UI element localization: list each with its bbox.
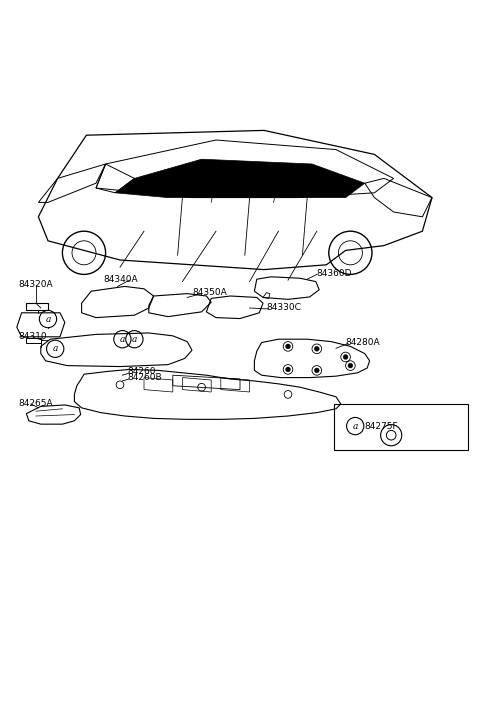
- Polygon shape: [115, 159, 365, 198]
- Text: 84260: 84260: [127, 367, 156, 376]
- Circle shape: [286, 344, 290, 349]
- Text: 84265A: 84265A: [18, 399, 53, 407]
- Text: 84310: 84310: [18, 333, 47, 341]
- Circle shape: [286, 367, 290, 372]
- Text: 84275F: 84275F: [365, 422, 398, 431]
- Text: 84340A: 84340A: [103, 275, 138, 283]
- Text: 84330C: 84330C: [266, 303, 301, 313]
- Circle shape: [348, 363, 353, 368]
- Circle shape: [314, 368, 319, 373]
- Text: a: a: [132, 335, 137, 344]
- Text: 84260B: 84260B: [127, 372, 162, 382]
- Text: 84350A: 84350A: [192, 288, 227, 297]
- Text: a: a: [45, 315, 51, 323]
- Text: 84360D: 84360D: [317, 269, 352, 278]
- Circle shape: [343, 355, 348, 360]
- Circle shape: [314, 347, 319, 351]
- Text: 84280A: 84280A: [346, 338, 380, 347]
- Text: a: a: [120, 335, 125, 344]
- Text: a: a: [352, 422, 358, 431]
- Text: 84320A: 84320A: [18, 281, 53, 290]
- Text: a: a: [52, 345, 58, 353]
